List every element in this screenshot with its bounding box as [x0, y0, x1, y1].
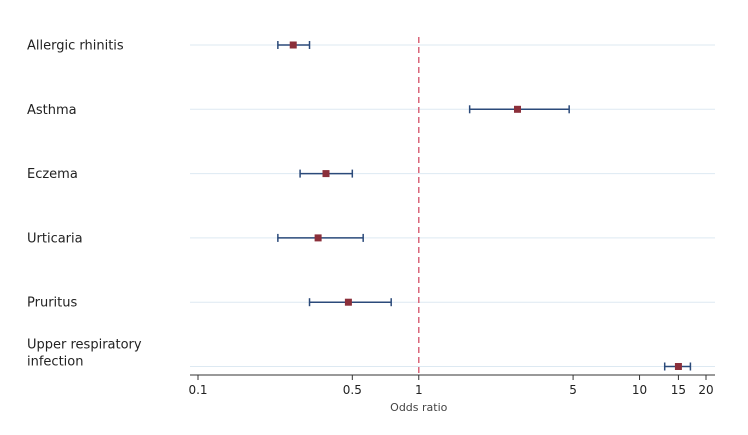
x-tick-label: 10: [632, 383, 647, 397]
row-label: Asthma: [27, 103, 77, 118]
point-estimate: [314, 234, 322, 242]
row-label: Upper respiratory infection: [27, 338, 142, 370]
x-tick-label: 0.5: [343, 383, 362, 397]
point-estimate: [674, 363, 682, 370]
row-labels: Allergic rhinitis Asthma Eczema Urticaria Pr…: [27, 39, 142, 370]
point-estimate: [344, 298, 352, 306]
row-label: Eczema: [27, 167, 78, 182]
point-estimate: [289, 41, 297, 49]
x-tick-label: 0.1: [188, 383, 207, 397]
marks-layer: [277, 41, 692, 371]
x-tick-label: 5: [569, 383, 577, 397]
point-estimate: [322, 170, 330, 178]
row-label: Urticaria: [27, 231, 83, 246]
x-tick-label: 1: [415, 383, 423, 397]
row-label: Pruritus: [27, 296, 77, 311]
x-axis-title: Odds ratio: [390, 401, 447, 414]
point-estimate: [513, 105, 521, 113]
x-tick-label: 15: [671, 383, 686, 397]
x-axis: 0.1 0.5 1 5 10 15 20: [188, 374, 715, 397]
row-label: Allergic rhinitis: [27, 39, 124, 54]
x-tick-label: 20: [698, 383, 713, 397]
